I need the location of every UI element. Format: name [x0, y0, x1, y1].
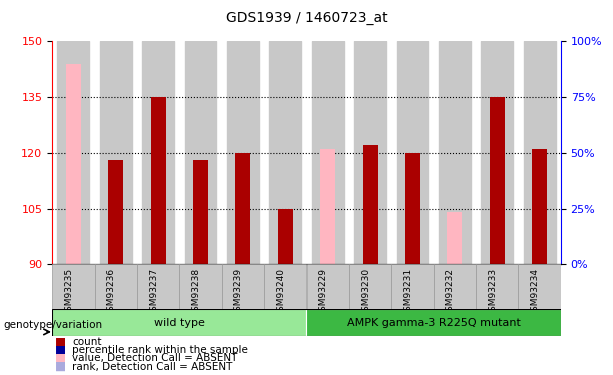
Text: ■: ■ [55, 352, 66, 365]
Bar [391, 264, 433, 309]
Text: GSM93233: GSM93233 [489, 268, 497, 317]
Text: GSM93229: GSM93229 [319, 268, 328, 317]
Text: GSM93240: GSM93240 [276, 268, 285, 317]
Text: GSM93231: GSM93231 [403, 268, 413, 317]
Text: GSM93239: GSM93239 [234, 268, 243, 317]
Text: GDS1939 / 1460723_at: GDS1939 / 1460723_at [226, 11, 387, 25]
Bar [439, 41, 471, 264]
Bar [52, 309, 306, 336]
Bar [269, 41, 301, 264]
Text: GSM93234: GSM93234 [531, 268, 539, 317]
Text: wild type: wild type [154, 318, 205, 327]
Bar [532, 149, 547, 264]
Bar [447, 212, 462, 264]
Text: GSM93236: GSM93236 [107, 268, 116, 317]
Text: GSM93238: GSM93238 [191, 268, 200, 317]
Bar [137, 264, 180, 309]
Text: GSM93235: GSM93235 [64, 268, 74, 317]
Bar [306, 264, 349, 309]
Text: GSM93237: GSM93237 [149, 268, 158, 317]
Text: genotype/variation: genotype/variation [3, 320, 102, 330]
Bar [349, 264, 391, 309]
Text: value, Detection Call = ABSENT: value, Detection Call = ABSENT [72, 354, 238, 363]
Text: GSM93232: GSM93232 [446, 268, 455, 317]
Bar [354, 41, 386, 264]
Bar [306, 309, 561, 336]
Bar [434, 264, 476, 309]
Bar [320, 149, 335, 264]
Text: ■: ■ [55, 336, 66, 348]
Bar [397, 41, 428, 264]
Bar [235, 153, 250, 264]
Text: percentile rank within the sample: percentile rank within the sample [72, 345, 248, 355]
Bar [481, 41, 513, 264]
Bar [66, 63, 81, 264]
Bar [100, 41, 132, 264]
Text: count: count [72, 337, 102, 347]
Text: ■: ■ [55, 360, 66, 373]
Text: AMPK gamma-3 R225Q mutant: AMPK gamma-3 R225Q mutant [347, 318, 520, 327]
Bar [524, 41, 555, 264]
Bar [94, 264, 137, 309]
Bar [227, 41, 259, 264]
Bar [519, 264, 561, 309]
Bar [193, 160, 208, 264]
Bar [405, 153, 420, 264]
Bar [151, 97, 166, 264]
Bar [264, 264, 306, 309]
Bar [278, 209, 293, 264]
Bar [142, 41, 174, 264]
Bar [185, 41, 216, 264]
Text: GSM93230: GSM93230 [361, 268, 370, 317]
Bar [109, 160, 123, 264]
Bar [58, 41, 89, 264]
Bar [312, 41, 344, 264]
Bar [490, 97, 504, 264]
Text: ■: ■ [55, 344, 66, 357]
Bar [476, 264, 519, 309]
Bar [222, 264, 264, 309]
Bar [179, 264, 222, 309]
Bar [52, 264, 94, 309]
Bar [363, 146, 378, 264]
Text: rank, Detection Call = ABSENT: rank, Detection Call = ABSENT [72, 362, 233, 372]
